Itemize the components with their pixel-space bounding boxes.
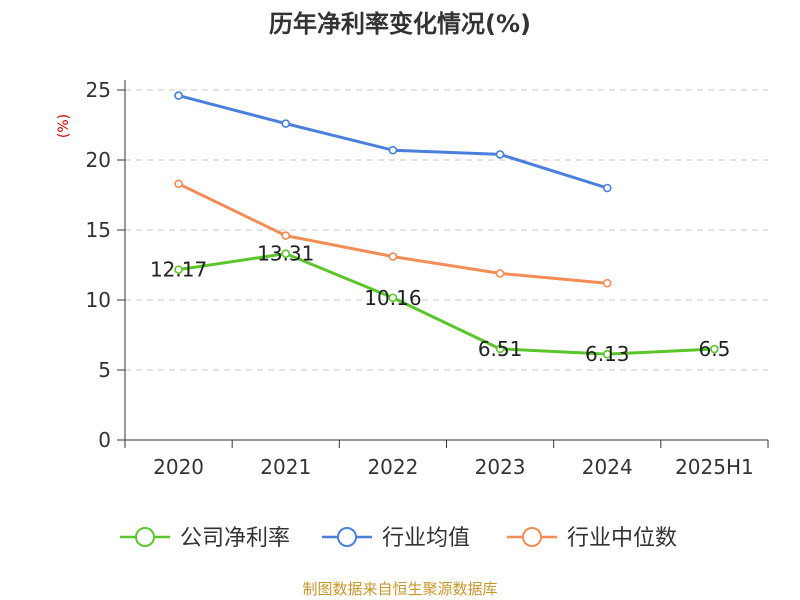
y-tick-label: 10 xyxy=(86,288,111,312)
data-point xyxy=(602,278,612,288)
data-point xyxy=(388,252,398,261)
legend-label: 公司净利率 xyxy=(180,526,290,551)
legend-marker xyxy=(135,527,155,547)
x-tick-label: 2023 xyxy=(475,455,526,479)
y-tick-label: 0 xyxy=(98,428,111,452)
grid-lines xyxy=(125,89,768,371)
y-tick-label: 20 xyxy=(86,148,111,172)
x-tick-label: 2025H1 xyxy=(675,455,754,479)
x-tick-label: 2022 xyxy=(367,455,418,479)
data-point xyxy=(602,349,612,359)
y-tick-label: 15 xyxy=(86,218,111,242)
data-point xyxy=(495,150,505,159)
data-point xyxy=(281,119,291,128)
series-layer xyxy=(174,91,719,359)
data-point xyxy=(388,145,398,155)
data-point xyxy=(710,344,719,354)
x-tick-label: 2021 xyxy=(260,455,311,479)
legend-marker xyxy=(337,527,357,547)
data-label: 6.51 xyxy=(478,337,523,361)
data-labels: 12.17 13.31 10.16 6.51 6.13 6.5 xyxy=(150,242,730,367)
data-point xyxy=(174,91,183,100)
data-point xyxy=(281,249,291,258)
data-point xyxy=(495,269,505,278)
chart-title: 历年净利率变化情况(%) xyxy=(269,10,531,38)
y-axis-label: (%) xyxy=(56,114,72,138)
legend: 公司净利率 行业均值 行业中位数 xyxy=(120,526,677,551)
data-point xyxy=(495,344,505,354)
legend-marker xyxy=(522,527,542,547)
data-label: 12.17 xyxy=(150,258,207,282)
axes: 0 5 10 15 20 25 2020 2021 2022 2023 2024 2025H1 xyxy=(86,78,769,479)
data-point xyxy=(174,265,183,274)
series-line xyxy=(177,182,608,285)
data-point xyxy=(602,183,612,193)
data-point xyxy=(281,231,291,240)
data-label: 13.31 xyxy=(257,242,314,266)
data-label: 6.13 xyxy=(585,342,630,366)
data-point xyxy=(174,179,183,189)
series-line xyxy=(178,94,608,190)
legend-label: 行业均值 xyxy=(382,526,470,551)
data-label: 6.5 xyxy=(699,337,731,361)
data-point xyxy=(388,293,398,303)
y-tick-label: 5 xyxy=(98,358,111,382)
legend-label: 行业中位数 xyxy=(567,526,677,551)
x-tick-label: 2024 xyxy=(582,455,633,479)
y-tick-label: 25 xyxy=(86,78,111,102)
data-label: 10.16 xyxy=(364,286,421,310)
series-line xyxy=(178,252,715,356)
source-note: 制图数据来自恒生聚源数据库 xyxy=(302,580,497,598)
x-tick-label: 2020 xyxy=(153,455,204,479)
